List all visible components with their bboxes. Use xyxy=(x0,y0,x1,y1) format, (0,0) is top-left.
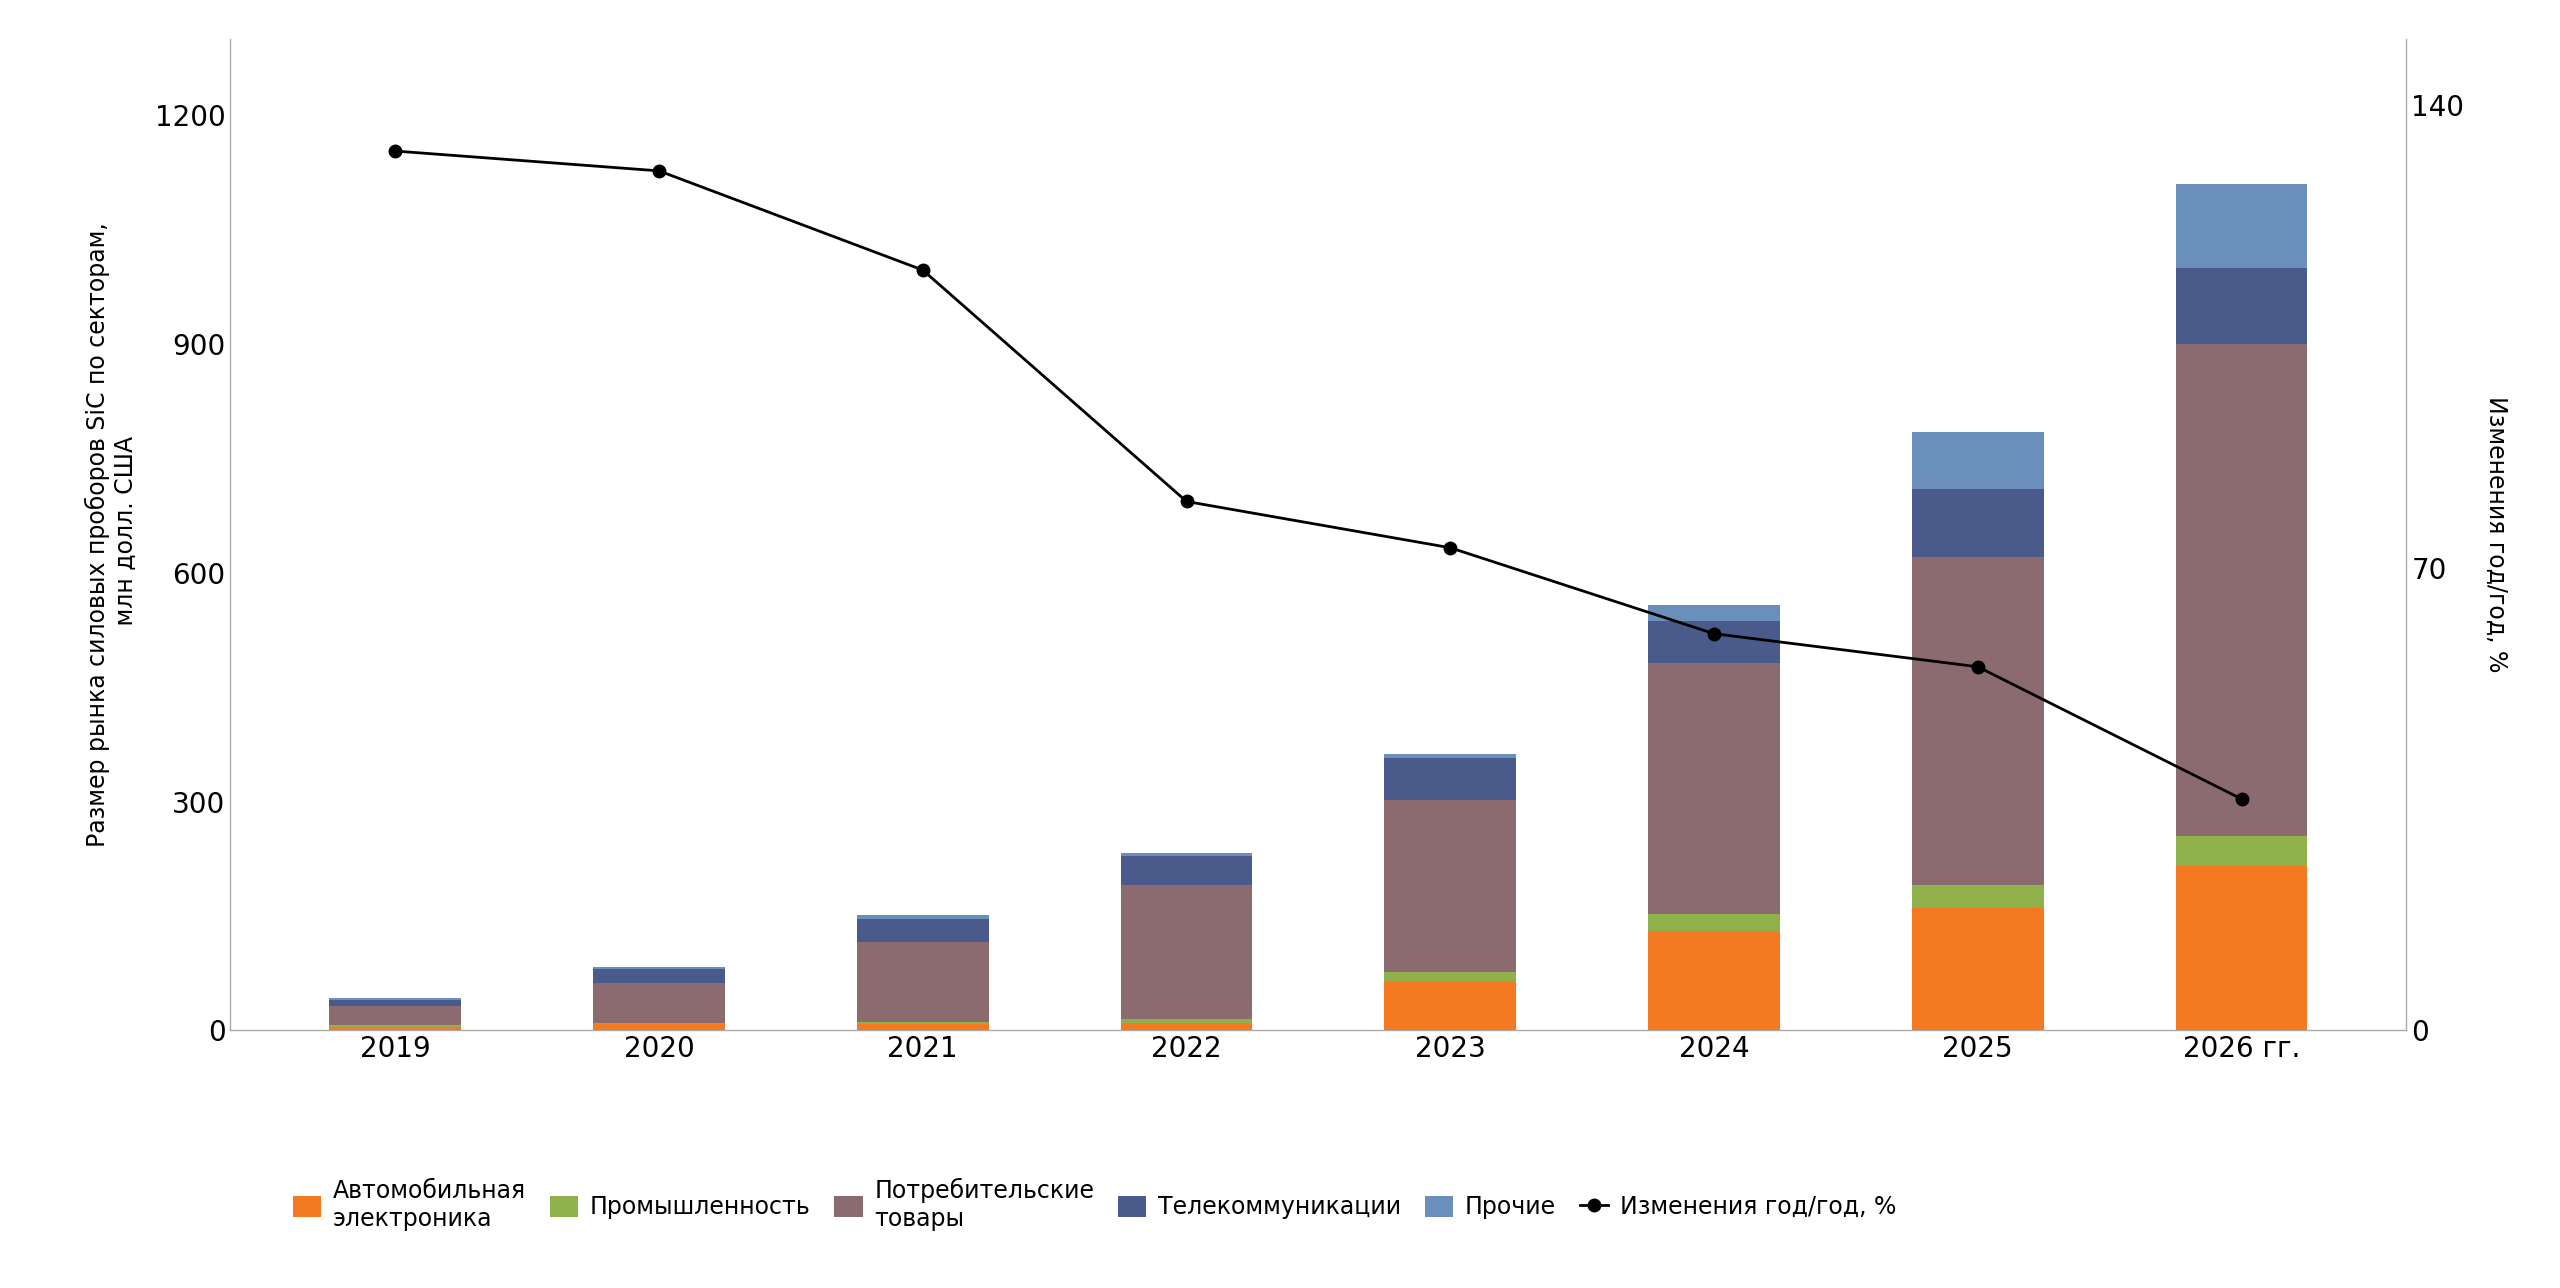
Bar xyxy=(858,1021,988,1024)
Bar xyxy=(1649,914,1779,931)
Y-axis label: Размер рынка силовых проборов SiC по секторам,
 млн долл. США: Размер рынка силовых проборов SiC по сек… xyxy=(84,222,138,848)
Bar xyxy=(2176,184,2307,268)
Bar xyxy=(2176,268,2307,344)
Bar xyxy=(330,998,461,999)
Bar xyxy=(1121,885,1252,1019)
Bar xyxy=(330,1006,461,1025)
Изменения год/год, % xyxy=(379,143,410,158)
Bar xyxy=(1649,621,1779,663)
Bar xyxy=(858,916,988,920)
Bar xyxy=(1649,663,1779,914)
Bar xyxy=(858,920,988,942)
Bar xyxy=(1385,971,1516,981)
Bar xyxy=(594,1024,724,1030)
Bar xyxy=(330,999,461,1006)
Bar xyxy=(2176,867,2307,1030)
Изменения год/год, % xyxy=(1700,626,1731,641)
Y-axis label: Изменения год/год, %: Изменения год/год, % xyxy=(2483,397,2509,672)
Bar xyxy=(330,1027,461,1030)
Bar xyxy=(594,983,724,1023)
Bar xyxy=(1121,1023,1252,1030)
Bar xyxy=(594,967,724,970)
Изменения год/год, % xyxy=(1436,540,1467,555)
Bar xyxy=(858,1024,988,1030)
Bar xyxy=(1121,1019,1252,1023)
Bar xyxy=(1385,981,1516,1030)
Изменения год/год, % xyxy=(2227,791,2258,806)
Legend: Автомобильная
электроника, Промышленность, Потребительские
товары, Телекоммуника: Автомобильная электроника, Промышленност… xyxy=(287,1171,1902,1238)
Bar xyxy=(1121,853,1252,857)
Изменения год/год, % xyxy=(1170,493,1201,509)
Изменения год/год, % xyxy=(906,263,937,278)
Изменения год/год, % xyxy=(1964,659,1994,675)
Bar xyxy=(2176,344,2307,836)
Bar xyxy=(1912,885,2043,908)
Изменения год/год, % xyxy=(643,164,673,179)
Bar xyxy=(594,970,724,983)
Bar xyxy=(1121,857,1252,885)
Bar xyxy=(1912,908,2043,1030)
Bar xyxy=(1385,800,1516,971)
Bar xyxy=(2176,836,2307,867)
Bar xyxy=(1649,605,1779,621)
Bar xyxy=(1912,488,2043,558)
Bar xyxy=(594,1023,724,1024)
Bar xyxy=(1912,431,2043,488)
Bar xyxy=(858,942,988,1021)
Line: Изменения год/год, %: Изменения год/год, % xyxy=(389,144,2248,805)
Bar xyxy=(330,1025,461,1027)
Bar xyxy=(1912,558,2043,885)
Bar xyxy=(1385,759,1516,800)
Bar xyxy=(1649,931,1779,1030)
Bar xyxy=(1385,755,1516,759)
